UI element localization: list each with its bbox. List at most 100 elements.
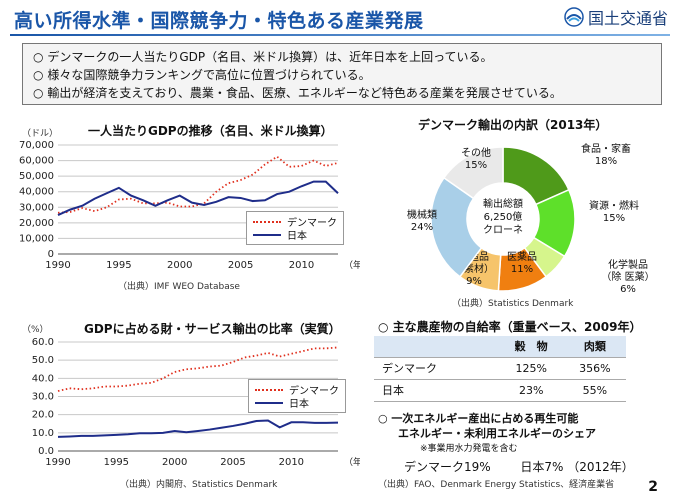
- column-header: [374, 336, 499, 358]
- pie-slice-value: 15%: [603, 213, 625, 224]
- y-tick-label: 30,000: [19, 202, 54, 213]
- energy-heading-line2: エネルギー・未利用エネルギーのシェア: [398, 427, 596, 440]
- pie-slice-value: 18%: [595, 156, 617, 167]
- x-axis-label: （年）: [344, 259, 360, 271]
- y-tick-label: 10,000: [19, 233, 54, 244]
- y-tick-label: 60.0: [32, 337, 54, 348]
- legend-item-japan: 日本: [255, 396, 339, 410]
- legend-label: デンマーク: [287, 218, 337, 229]
- title-bar: 高い所得水準・国際競争力・特色ある産業発展 国土交通省: [0, 0, 680, 38]
- energy-year: （2012年）: [567, 460, 634, 474]
- energy-denmark: デンマーク19%: [404, 460, 491, 474]
- pie-slice: [442, 146, 504, 200]
- summary-line-1: ○ デンマークの一人当たりGDP（名目、米ドル換算）は、近年日本を上回っている。: [33, 48, 651, 66]
- series-line-japan: [57, 419, 339, 438]
- pie-slice-label: 食品・家畜: [581, 142, 631, 155]
- export-legend: デンマーク 日本: [248, 379, 346, 413]
- x-tick-label: 2005: [220, 457, 245, 468]
- summary-text: 輸出が経済を支えており、農業・食品、医療、エネルギーなど特色ある産業を発展させて…: [47, 86, 562, 100]
- legend-label: 日本: [287, 231, 307, 242]
- table-row: 日本 23% 55%: [374, 379, 626, 402]
- y-tick-label: 30.0: [32, 392, 54, 403]
- row-label: デンマーク: [374, 357, 499, 380]
- gdp-source: （出典）IMF WEO Database: [118, 282, 240, 292]
- energy-source: （出典）FAO、Denmark Energy Statistics、経済産業省: [378, 480, 615, 490]
- energy-heading-line1: ○ 一次エネルギー産出に占める再生可能: [378, 412, 579, 425]
- y-tick-label: 0.0: [38, 446, 54, 457]
- pie-slice-value: 15%: [465, 160, 487, 171]
- legend-swatch-japan: [255, 401, 283, 404]
- pie-slice-value: 24%: [411, 222, 433, 233]
- cell-grain: 125%: [498, 357, 564, 380]
- pie-slice-label: 医薬品: [507, 251, 537, 263]
- pie-slice-value: 11%: [511, 264, 533, 275]
- gdp-legend: デンマーク 日本: [246, 211, 344, 245]
- row-label: 日本: [374, 379, 499, 402]
- x-tick-label: 2010: [289, 260, 314, 271]
- food-heading: ○ 主な農産物の自給率（重量ベース、2009年）: [378, 320, 642, 334]
- legend-label: 日本: [289, 399, 309, 410]
- x-tick-label: 2000: [162, 457, 187, 468]
- column-header: 穀 物: [498, 336, 564, 358]
- x-tick-label: 1995: [104, 457, 129, 468]
- pie-source: （出典）Statistics Denmark: [452, 299, 574, 309]
- y-tick-label: 60,000: [19, 156, 54, 167]
- pie-center-label: 6,250億: [484, 210, 523, 223]
- x-tick-label: 2005: [228, 260, 253, 271]
- export-source: （出典）内閣府、Statistics Denmark: [120, 480, 278, 490]
- summary-text: 様々な国際競争力ランキングで高位に位置づけられている。: [47, 68, 371, 82]
- pie-slice-value: 6%: [620, 284, 636, 295]
- logo: 国土交通省: [564, 5, 668, 29]
- pie-slice-label: 化学製品: [608, 258, 648, 271]
- energy-values: デンマーク19% 日本7% （2012年）: [404, 458, 634, 475]
- pie-slice-label: 機械類: [407, 208, 437, 221]
- table-row: デンマーク 125% 356%: [374, 357, 626, 380]
- y-tick-label: 0: [48, 249, 54, 260]
- cell-meat: 356%: [563, 357, 626, 380]
- legend-item-denmark: デンマーク: [253, 215, 337, 229]
- mlit-logo-icon: [564, 7, 584, 27]
- cell-grain: 23%: [498, 379, 564, 402]
- bullet: ○: [33, 50, 44, 64]
- pie-center-label: 輸出総額: [483, 197, 523, 210]
- pie-slice-label: 資源・燃料: [589, 199, 639, 212]
- pie-center-label: クローネ: [483, 224, 523, 236]
- y-tick-label: 20.0: [32, 410, 54, 421]
- bullet: ○: [33, 86, 44, 100]
- gdp-chart: 0 10,000 20,000 30,000 40,000 50,000 60,000 70,…: [19, 140, 360, 271]
- series-line-japan: [57, 180, 339, 216]
- legend-swatch-japan: [253, 233, 281, 236]
- x-tick-label: 1990: [45, 260, 70, 271]
- legend-item-japan: 日本: [253, 228, 337, 242]
- x-tick-label: 2000: [167, 260, 192, 271]
- pie-slice-label: その他: [461, 146, 491, 159]
- table-header-row: 穀 物 肉類: [374, 336, 626, 358]
- pie-slice-value: 9%: [466, 276, 482, 287]
- cell-meat: 55%: [563, 379, 626, 402]
- pie-chart-title: デンマーク輸出の内訳（2013年）: [418, 118, 608, 132]
- gdp-unit-label: （ドル）: [22, 129, 59, 139]
- pie-slice-label: （除 医薬）: [601, 270, 654, 283]
- y-tick-label: 70,000: [19, 140, 54, 151]
- y-tick-label: 20,000: [19, 218, 54, 229]
- title-underline: [10, 34, 670, 36]
- export-chart-title: GDPに占める財・サービス輸出の比率（実質）: [84, 322, 341, 336]
- y-tick-label: 40,000: [19, 187, 54, 198]
- x-tick-label: 2010: [279, 457, 304, 468]
- energy-japan: 日本7%: [520, 460, 564, 474]
- summary-box: ○ デンマークの一人当たりGDP（名目、米ドル換算）は、近年日本を上回っている。…: [22, 43, 662, 105]
- summary-line-3: ○ 輸出が経済を支えており、農業・食品、医療、エネルギーなど特色ある産業を発展さ…: [33, 84, 651, 102]
- x-tick-label: 1990: [45, 457, 70, 468]
- energy-note: ※事業用水力発電を含む: [420, 444, 518, 454]
- x-axis-label: （年）: [344, 456, 360, 468]
- summary-text: デンマークの一人当たりGDP（名目、米ドル換算）は、近年日本を上回っている。: [47, 50, 493, 64]
- bullet: ○: [33, 68, 44, 82]
- y-tick-label: 40.0: [32, 373, 54, 384]
- legend-swatch-denmark: [253, 220, 281, 223]
- legend-swatch-denmark: [255, 388, 283, 391]
- logo-text: 国土交通省: [587, 9, 668, 28]
- gdp-chart-title: 一人当たりGDPの推移（名目、米ドル換算）: [88, 124, 333, 138]
- legend-item-denmark: デンマーク: [255, 383, 339, 397]
- summary-line-2: ○ 様々な国際競争力ランキングで高位に位置づけられている。: [33, 66, 651, 84]
